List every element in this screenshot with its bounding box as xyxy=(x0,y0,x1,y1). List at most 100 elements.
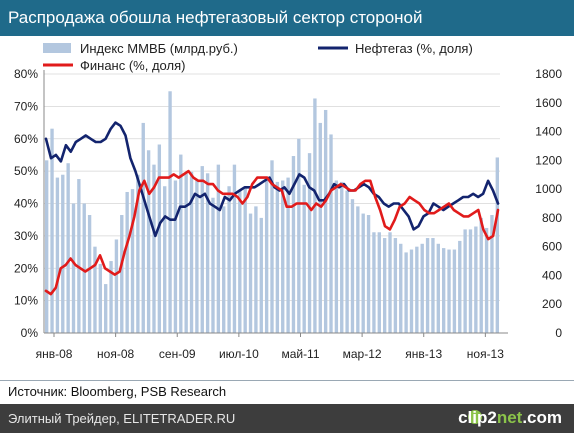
index-bar xyxy=(447,249,451,333)
index-bar xyxy=(409,249,414,333)
legend-label-oil: Нефтегаз (%, доля) xyxy=(355,41,473,56)
index-bar xyxy=(152,164,156,333)
x-tick-label: сен-09 xyxy=(159,347,196,361)
index-bar xyxy=(232,164,237,333)
index-bar xyxy=(377,232,381,333)
index-bar xyxy=(71,203,76,333)
index-bar xyxy=(281,180,285,333)
index-bar xyxy=(393,238,398,333)
index-bar xyxy=(98,263,103,333)
clip2net-logo-icon xyxy=(468,410,482,424)
y-left-tick-label: 10% xyxy=(14,294,38,308)
index-bar xyxy=(323,109,328,333)
y-right-tick-label: 1600 xyxy=(535,96,562,110)
index-bar xyxy=(366,215,371,333)
index-bar xyxy=(200,166,204,333)
x-tick-label: мар-12 xyxy=(343,347,382,361)
index-bar xyxy=(495,157,499,333)
legend-label-index: Индекс ММВБ (млрд.руб.) xyxy=(80,41,238,56)
index-bar xyxy=(120,215,124,333)
axes: 0% 10% 20% 30% 40% 50% 60% 70% 80% 0 200 400 600 800 1… xyxy=(14,67,562,361)
index-bar xyxy=(425,238,430,333)
index-bar xyxy=(307,153,312,333)
index-bar xyxy=(189,171,194,333)
index-bar xyxy=(441,248,446,333)
legend: Индекс ММВБ (млрд.руб.) Нефтегаз (%, доля… xyxy=(43,41,473,73)
legend-label-finance: Финанс (%, доля) xyxy=(80,58,185,73)
y-left-tick-label: 60% xyxy=(14,132,38,146)
index-bar xyxy=(243,187,247,333)
index-bar xyxy=(259,217,263,333)
index-bar xyxy=(291,156,296,333)
brand-tail: .com xyxy=(522,408,562,427)
index-bar xyxy=(77,179,81,333)
index-bar xyxy=(195,180,199,333)
index-bar xyxy=(275,181,280,333)
index-bar xyxy=(345,190,349,333)
y-right-tick-label: 1800 xyxy=(535,67,562,81)
index-bar xyxy=(484,227,489,333)
index-bar xyxy=(490,215,494,333)
index-bar xyxy=(114,239,119,333)
index-bar xyxy=(184,173,188,333)
index-bar xyxy=(372,232,376,333)
index-bar xyxy=(286,177,290,333)
y-right-tick-label: 400 xyxy=(542,268,562,282)
y-right-tick-label: 800 xyxy=(542,211,562,225)
index-bar xyxy=(179,154,183,333)
footer-bar: Элитный Трейдер, ELITETRADER.RU clip2net… xyxy=(0,404,574,433)
index-bar xyxy=(168,91,172,333)
index-bar xyxy=(302,184,306,333)
index-bar xyxy=(55,177,60,333)
index-bar xyxy=(136,174,140,333)
header-bar: Распродажа обошла нефтегазовый сектор ст… xyxy=(0,0,574,36)
index-bar xyxy=(270,160,274,333)
legend-swatch-index xyxy=(43,43,71,53)
x-tick-label: ноя-08 xyxy=(97,347,134,361)
index-bars xyxy=(45,91,499,333)
index-bar xyxy=(104,284,108,333)
chart-title: Распродажа обошла нефтегазовый сектор ст… xyxy=(8,8,423,27)
index-bar xyxy=(254,206,258,333)
y-right-tick-label: 1200 xyxy=(535,153,562,167)
index-bar xyxy=(463,229,467,333)
y-right-tick-label: 1400 xyxy=(535,125,562,139)
index-bar xyxy=(222,206,226,333)
index-bar xyxy=(264,180,269,333)
y-left-tick-label: 30% xyxy=(14,229,38,243)
x-tick-label: июл-10 xyxy=(219,347,259,361)
index-bar xyxy=(399,243,403,333)
index-bar xyxy=(125,191,129,333)
y-right-tick-label: 600 xyxy=(542,240,562,254)
index-bar xyxy=(350,199,355,333)
index-bar xyxy=(436,243,440,333)
index-bar xyxy=(238,190,242,333)
index-bar xyxy=(415,246,419,333)
index-bar xyxy=(474,226,478,333)
index-bar xyxy=(50,128,54,333)
index-bar xyxy=(356,206,360,333)
index-bar xyxy=(130,189,135,333)
index-bar xyxy=(313,98,317,333)
index-bar xyxy=(340,181,344,333)
index-bar xyxy=(431,238,435,333)
index-bar xyxy=(93,246,97,333)
index-bar xyxy=(216,164,221,333)
y-left-tick-label: 20% xyxy=(14,261,38,275)
index-bar xyxy=(382,238,387,333)
clip2net-brand[interactable]: clip2net.com xyxy=(458,408,562,428)
brand-accent: net xyxy=(496,408,523,427)
site-credit[interactable]: Элитный Трейдер, ELITETRADER.RU xyxy=(8,411,236,426)
y-left-tick-label: 70% xyxy=(14,99,38,113)
y-left-tick-label: 50% xyxy=(14,164,38,178)
x-tick-label: янв-13 xyxy=(405,347,442,361)
y-right-tick-label: 200 xyxy=(542,297,562,311)
index-bar xyxy=(452,249,457,333)
index-bar xyxy=(458,240,462,333)
index-bar xyxy=(329,134,333,333)
index-bar xyxy=(404,252,408,333)
chart: Индекс ММВБ (млрд.руб.) Нефтегаз (%, доля… xyxy=(14,41,562,361)
y-left-tick-label: 40% xyxy=(14,197,38,211)
index-bar xyxy=(66,163,70,333)
index-bar xyxy=(468,229,473,333)
